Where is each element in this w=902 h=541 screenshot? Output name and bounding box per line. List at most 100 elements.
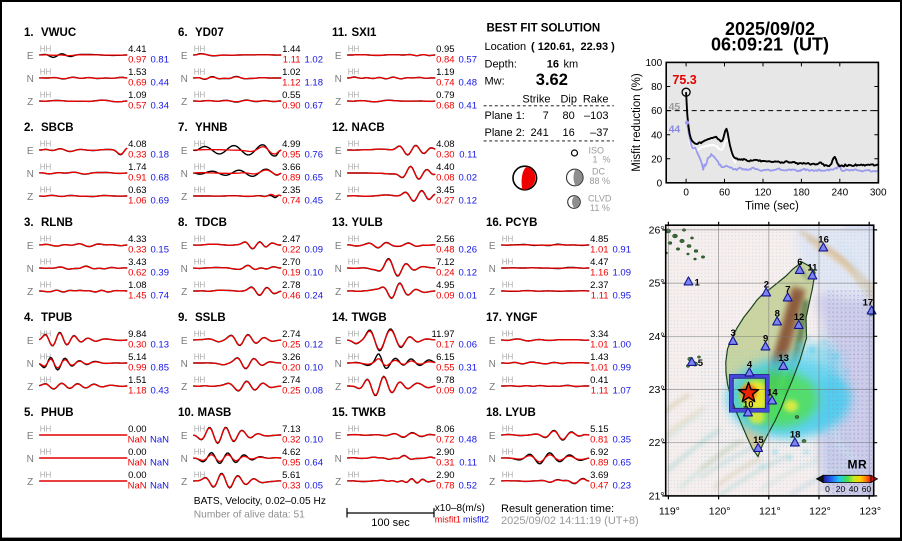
- svg-text:0.74: 0.74: [151, 291, 170, 302]
- svg-text:2.74: 2.74: [282, 375, 301, 386]
- svg-text:MR: MR: [848, 458, 868, 472]
- svg-text:0.33: 0.33: [128, 150, 147, 161]
- svg-text:HH: HH: [502, 376, 514, 385]
- svg-text:26°: 26°: [649, 224, 665, 236]
- svg-text:TPUB: TPUB: [41, 312, 72, 324]
- svg-text:Z: Z: [489, 477, 495, 488]
- svg-text:2.70: 2.70: [282, 257, 301, 268]
- svg-text:0.57: 0.57: [459, 55, 478, 66]
- svg-text:1.53: 1.53: [128, 67, 147, 78]
- svg-text:1.19: 1.19: [436, 67, 455, 78]
- svg-text:HH: HH: [348, 425, 360, 434]
- svg-text:6.92: 6.92: [590, 447, 609, 458]
- svg-text:0: 0: [657, 178, 663, 189]
- svg-text:119°: 119°: [659, 506, 680, 518]
- svg-text:0.11: 0.11: [459, 458, 477, 469]
- svg-text:N: N: [335, 264, 342, 275]
- svg-text:HH: HH: [348, 281, 360, 290]
- svg-text:0.55: 0.55: [436, 363, 455, 374]
- svg-text:0.25: 0.25: [282, 340, 301, 351]
- svg-text:100 sec: 100 sec: [371, 517, 410, 529]
- svg-text:2.74: 2.74: [282, 329, 301, 340]
- svg-text:18.: 18.: [486, 407, 502, 419]
- svg-text:HH: HH: [348, 186, 360, 195]
- svg-text:3.43: 3.43: [128, 257, 147, 268]
- svg-text:1.01: 1.01: [590, 340, 609, 351]
- svg-text:0.72: 0.72: [436, 435, 455, 446]
- svg-text:1.01: 1.01: [590, 363, 609, 374]
- svg-text:HH: HH: [194, 68, 206, 77]
- svg-text:0.41: 0.41: [459, 101, 478, 112]
- svg-text:DC: DC: [592, 167, 605, 177]
- svg-text:0.63: 0.63: [128, 185, 147, 196]
- svg-text:Plane 1:: Plane 1:: [485, 110, 525, 122]
- svg-text:1.: 1.: [24, 27, 34, 39]
- svg-text:44: 44: [669, 123, 681, 135]
- svg-text:11: 11: [807, 262, 818, 273]
- svg-text:14: 14: [767, 387, 778, 398]
- svg-text:5.: 5.: [24, 407, 34, 419]
- svg-text:0.90: 0.90: [282, 101, 301, 112]
- svg-text:HH: HH: [40, 281, 52, 290]
- svg-text:1.12: 1.12: [282, 78, 301, 89]
- svg-text:0.15: 0.15: [151, 245, 170, 256]
- svg-text:MASB: MASB: [198, 407, 232, 419]
- svg-text:N: N: [27, 359, 34, 370]
- svg-text:CLVD: CLVD: [588, 194, 612, 204]
- svg-text:25°: 25°: [649, 278, 665, 290]
- svg-text:0.95: 0.95: [613, 291, 632, 302]
- svg-text:0.74: 0.74: [436, 78, 455, 89]
- svg-text:45: 45: [669, 101, 681, 113]
- svg-text:0.31: 0.31: [459, 363, 478, 374]
- svg-text:16: 16: [563, 127, 575, 139]
- svg-text:4.85: 4.85: [590, 234, 609, 245]
- svg-text:0.02: 0.02: [459, 386, 478, 397]
- svg-text:3.34: 3.34: [590, 329, 609, 340]
- svg-text:PHUB: PHUB: [41, 407, 74, 419]
- svg-text:Z: Z: [489, 287, 495, 298]
- svg-text:4.33: 4.33: [128, 234, 147, 245]
- svg-text:1.02: 1.02: [305, 55, 324, 66]
- svg-text:60: 60: [862, 484, 872, 494]
- svg-text:HH: HH: [40, 471, 52, 480]
- svg-text:4.: 4.: [24, 312, 34, 324]
- svg-text:0.24: 0.24: [436, 268, 455, 279]
- svg-text:HH: HH: [194, 163, 206, 172]
- svg-text:HH: HH: [194, 330, 206, 339]
- svg-text:N: N: [335, 454, 342, 465]
- svg-text:1.11: 1.11: [283, 55, 301, 66]
- svg-text:N: N: [489, 264, 496, 275]
- svg-text:0.48: 0.48: [459, 435, 478, 446]
- svg-text:E: E: [181, 146, 188, 157]
- svg-text:0.45: 0.45: [305, 196, 324, 207]
- svg-text:2.90: 2.90: [436, 470, 455, 481]
- svg-text:0.05: 0.05: [305, 481, 324, 492]
- svg-text:0.81: 0.81: [151, 55, 170, 66]
- svg-text:0.67: 0.67: [305, 101, 324, 112]
- svg-text:BEST FIT SOLUTION: BEST FIT SOLUTION: [487, 22, 601, 34]
- svg-text:0.31: 0.31: [436, 458, 455, 469]
- svg-text:NaN: NaN: [150, 481, 169, 492]
- svg-text:4.08: 4.08: [436, 139, 455, 150]
- svg-text:HH: HH: [348, 448, 360, 457]
- svg-text:16.: 16.: [486, 217, 502, 229]
- svg-text:4.47: 4.47: [590, 257, 609, 268]
- svg-text:YHNB: YHNB: [195, 122, 228, 134]
- svg-text:0.46: 0.46: [282, 291, 301, 302]
- svg-text:123°: 123°: [859, 506, 881, 518]
- svg-text:0.12: 0.12: [459, 196, 478, 207]
- svg-text:3.69: 3.69: [590, 470, 609, 481]
- svg-text:0.48: 0.48: [459, 78, 478, 89]
- svg-text:22°: 22°: [649, 437, 665, 449]
- svg-text:SSLB: SSLB: [195, 312, 226, 324]
- svg-text:60: 60: [719, 188, 731, 199]
- svg-text:7: 7: [785, 284, 790, 295]
- svg-text:5.61: 5.61: [282, 470, 301, 481]
- svg-text:YD07: YD07: [195, 27, 224, 39]
- svg-text:RLNB: RLNB: [41, 217, 73, 229]
- svg-text:88 %: 88 %: [590, 176, 611, 186]
- svg-text:0.09: 0.09: [436, 291, 455, 302]
- svg-text:Z: Z: [181, 287, 187, 298]
- svg-text:1.45: 1.45: [128, 291, 147, 302]
- svg-text:N: N: [27, 264, 34, 275]
